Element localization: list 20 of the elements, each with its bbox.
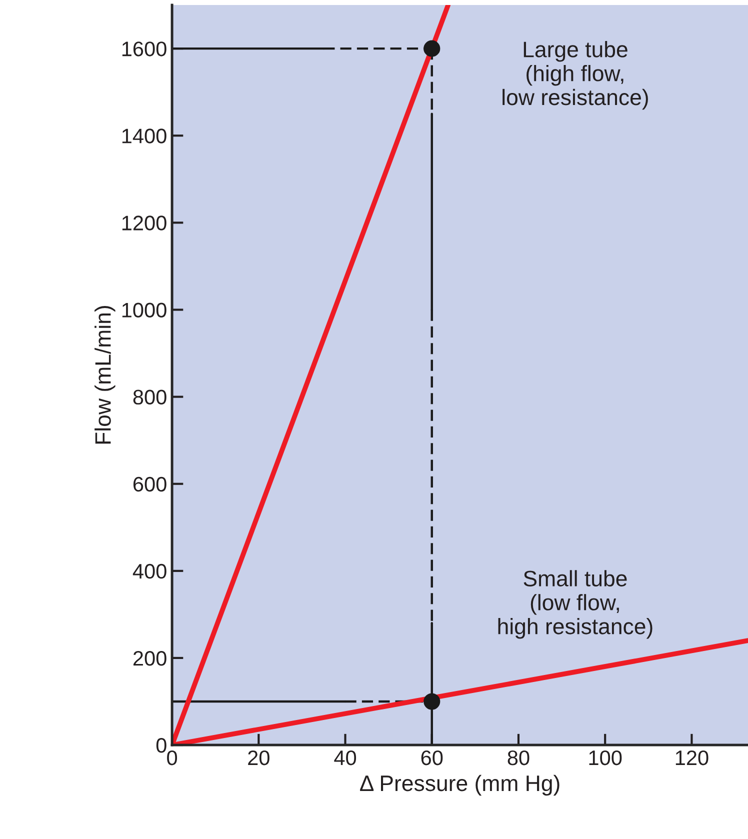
x-tick-label: 100 bbox=[589, 750, 622, 766]
y-tick-label: 200 bbox=[133, 650, 166, 666]
y-tick-label: 1400 bbox=[122, 128, 166, 144]
y-tick-label: 400 bbox=[132, 564, 166, 579]
x-tick-label: 0 bbox=[167, 750, 178, 766]
x-tick-label: 60 bbox=[421, 750, 443, 766]
y-tick-label: 1000 bbox=[122, 302, 166, 318]
annotation: Large tube (high flow, low resistance) bbox=[502, 41, 648, 110]
y-tick-label: 0 bbox=[156, 738, 166, 753]
y-tick-label: 600 bbox=[133, 476, 166, 492]
y-axis-title: Flow (mL/min) bbox=[94, 306, 116, 444]
y-tick-label: 800 bbox=[133, 390, 166, 405]
x-tick-label: 40 bbox=[334, 750, 356, 766]
annotation: Small tube (low flow, high resistance) bbox=[498, 570, 652, 639]
x-tick-label: 80 bbox=[508, 750, 530, 766]
x-tick-label: 20 bbox=[248, 750, 270, 766]
y-tick-label: 1600 bbox=[122, 42, 166, 56]
y-tick-label: 1200 bbox=[122, 216, 166, 230]
x-axis-title: Δ Pressure (mm Hg) bbox=[360, 774, 560, 796]
x-tick-label: 120 bbox=[676, 750, 708, 766]
